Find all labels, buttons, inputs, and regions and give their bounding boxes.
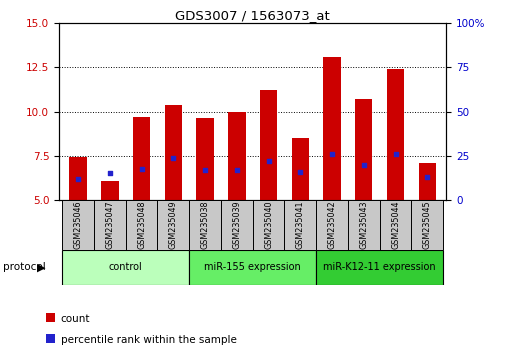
Text: GSM235047: GSM235047	[105, 200, 114, 249]
Bar	[387, 69, 404, 200]
Bar	[291, 138, 309, 200]
FancyBboxPatch shape	[380, 200, 411, 250]
Point	[233, 167, 241, 173]
Bar	[323, 57, 341, 200]
Text: GSM235049: GSM235049	[169, 200, 178, 249]
Bar	[260, 90, 277, 200]
Point	[423, 174, 431, 180]
Point	[328, 151, 336, 157]
Text: GSM235044: GSM235044	[391, 200, 400, 249]
Bar	[69, 156, 87, 200]
Bar	[165, 105, 182, 200]
FancyBboxPatch shape	[189, 200, 221, 250]
Text: miR-155 expression: miR-155 expression	[204, 262, 301, 272]
Point	[137, 166, 146, 172]
Bar	[316, 250, 443, 285]
Text: GSM235048: GSM235048	[137, 200, 146, 249]
Bar	[62, 250, 189, 285]
Text: GSM235040: GSM235040	[264, 200, 273, 249]
Text: GSM235042: GSM235042	[327, 200, 337, 249]
Point	[74, 176, 82, 182]
FancyBboxPatch shape	[253, 200, 284, 250]
Bar	[419, 163, 436, 200]
FancyBboxPatch shape	[221, 200, 253, 250]
Text: control: control	[109, 262, 143, 272]
Text: GSM235043: GSM235043	[359, 200, 368, 249]
Text: ▶: ▶	[37, 262, 46, 272]
Bar	[133, 117, 150, 200]
Point	[201, 167, 209, 173]
Bar	[228, 112, 246, 200]
Point	[360, 162, 368, 167]
Text: percentile rank within the sample: percentile rank within the sample	[61, 335, 236, 345]
Point	[391, 151, 400, 157]
Bar	[189, 250, 316, 285]
Text: miR-K12-11 expression: miR-K12-11 expression	[323, 262, 436, 272]
Point	[264, 158, 272, 164]
Text: GSM235045: GSM235045	[423, 200, 432, 249]
Point	[106, 171, 114, 176]
Text: GSM235041: GSM235041	[296, 200, 305, 249]
FancyBboxPatch shape	[411, 200, 443, 250]
Text: GSM235039: GSM235039	[232, 200, 241, 249]
Bar	[101, 181, 119, 200]
Title: GDS3007 / 1563073_at: GDS3007 / 1563073_at	[175, 9, 330, 22]
FancyBboxPatch shape	[316, 200, 348, 250]
FancyBboxPatch shape	[284, 200, 316, 250]
Point	[169, 155, 177, 160]
FancyBboxPatch shape	[94, 200, 126, 250]
Text: protocol: protocol	[3, 262, 45, 272]
Bar	[196, 118, 214, 200]
Bar	[355, 99, 372, 200]
Text: GSM235038: GSM235038	[201, 200, 209, 249]
FancyBboxPatch shape	[62, 200, 94, 250]
FancyBboxPatch shape	[157, 200, 189, 250]
Text: count: count	[61, 314, 90, 324]
Point	[296, 169, 304, 175]
Text: GSM235046: GSM235046	[73, 200, 83, 249]
FancyBboxPatch shape	[126, 200, 157, 250]
FancyBboxPatch shape	[348, 200, 380, 250]
